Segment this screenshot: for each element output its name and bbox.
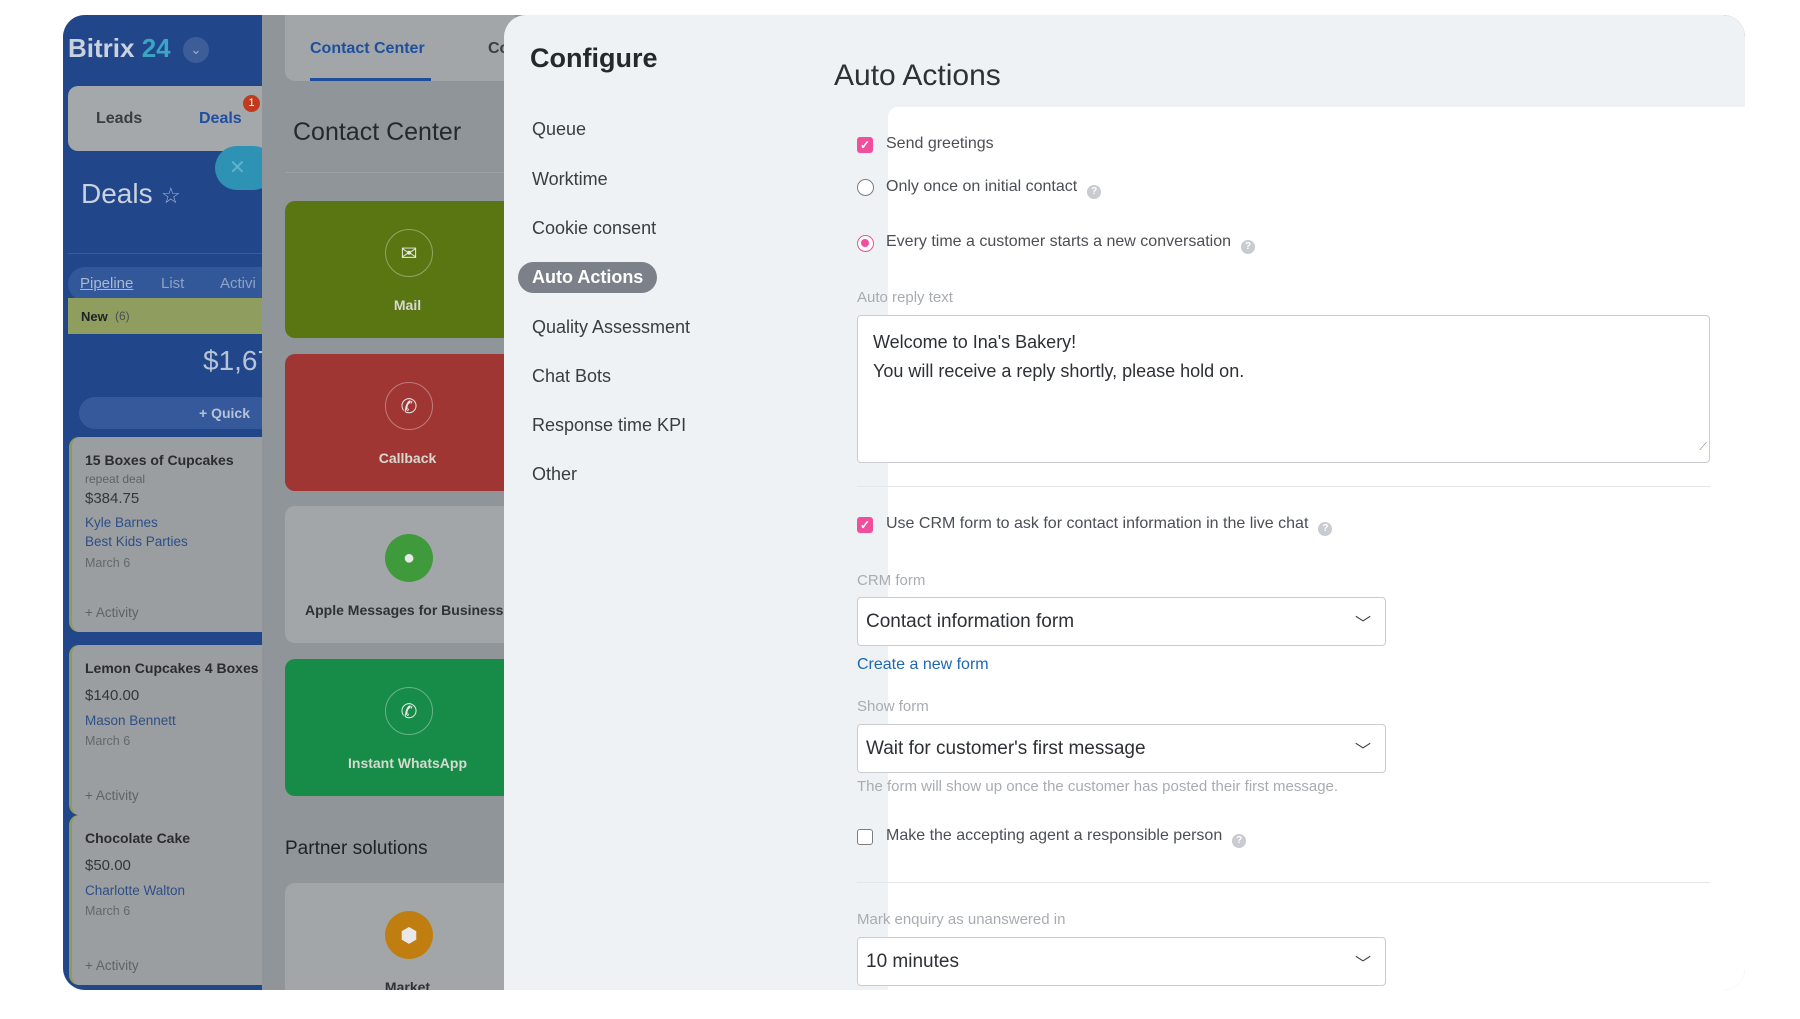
use-crm-form-checkbox[interactable]: ✓ (857, 517, 873, 533)
help-icon[interactable]: ? (1232, 834, 1247, 848)
view-list[interactable]: List (161, 275, 185, 292)
help-icon[interactable]: ? (1087, 185, 1102, 199)
resize-handle-icon[interactable]: ⟋ (1699, 441, 1707, 453)
chevron-down-icon[interactable]: ⌄ (183, 37, 209, 63)
configure-title: Configure (530, 43, 658, 73)
show-form-select[interactable]: Wait for customer's first message ﹀ (857, 724, 1386, 773)
show-form-label: Show form (857, 698, 929, 715)
send-greetings-label: Send greetings (886, 135, 994, 152)
view-activity[interactable]: Activi (220, 275, 256, 292)
view-switcher: Pipeline List Activi (68, 267, 263, 301)
tab-contact-center[interactable]: Contact Center (310, 40, 425, 57)
menu-cookie-consent[interactable]: Cookie consent (532, 218, 657, 238)
responsible-label: Make the accepting agent a responsible p… (886, 827, 1247, 848)
stage-header: New (6) (68, 298, 263, 334)
crm-sidebar: Bitrix 24 ⌄ Leads Deals 1 ✕ Deals ☆ Pipe… (63, 15, 275, 990)
use-crm-form-label: Use CRM form to ask for contact informat… (886, 515, 1333, 536)
settings-card (888, 107, 1745, 990)
unanswered-select[interactable]: 10 minutes ﹀ (857, 937, 1386, 986)
crm-form-select[interactable]: Contact information form ﹀ (857, 597, 1386, 646)
deal-card[interactable]: Chocolate Cake $50.00 Charlotte Walton M… (69, 815, 269, 985)
quick-add-button[interactable]: + Quick (79, 397, 263, 429)
company-link[interactable]: Best Kids Parties (85, 534, 188, 549)
help-icon[interactable]: ? (1318, 522, 1333, 536)
tile-apple-messages[interactable]: ● Apple Messages for Business (285, 506, 525, 643)
auto-actions-title: Auto Actions (834, 59, 1001, 92)
entity-tabs: Leads Deals 1 (68, 86, 263, 151)
stage-total: $1,67 (203, 345, 274, 376)
add-activity[interactable]: + Activity (85, 958, 139, 973)
contact-link[interactable]: Mason Bennett (85, 713, 176, 728)
deals-badge: 1 (243, 95, 260, 112)
configure-panel: Configure Queue Worktime Cookie consent … (504, 15, 1745, 990)
tab-other[interactable]: Co (488, 40, 510, 57)
phone-icon: ✆ (385, 382, 433, 430)
chevron-down-icon: ﹀ (1354, 743, 1371, 760)
star-icon[interactable]: ☆ (161, 183, 181, 208)
add-activity[interactable]: + Activity (85, 605, 139, 620)
help-icon[interactable]: ? (1241, 240, 1256, 254)
contact-link[interactable]: Kyle Barnes (85, 515, 158, 530)
view-pipeline[interactable]: Pipeline (80, 275, 134, 292)
menu-queue[interactable]: Queue (532, 119, 587, 139)
show-form-hint: The form will show up once the customer … (857, 778, 1339, 795)
radio-once-label: Only once on initial contact? (886, 178, 1102, 199)
tile-callback[interactable]: ✆ Callback (285, 354, 525, 491)
contact-center-panel: Contact Center Co Contact Center ✉ Mail ✆… (262, 15, 525, 990)
auto-reply-textarea[interactable]: Welcome to Ina's Bakery! You will receive… (857, 315, 1710, 463)
app-window: Bitrix 24 ⌄ Leads Deals 1 ✕ Deals ☆ Pipe… (63, 15, 1745, 990)
responsible-checkbox[interactable] (857, 829, 873, 845)
box-icon: ⬢ (385, 911, 433, 959)
top-tabs: Contact Center Co (285, 15, 515, 81)
page-title: Deals (81, 178, 153, 209)
brand-logo: Bitrix 24 (68, 33, 171, 63)
whatsapp-icon: ✆ (385, 687, 433, 735)
partner-title: Partner solutions (285, 838, 428, 859)
contact-link[interactable]: Charlotte Walton (85, 883, 186, 898)
chevron-down-icon: ﹀ (1354, 616, 1371, 633)
send-greetings-checkbox[interactable]: ✓ (857, 137, 873, 153)
chat-bubble-icon: ● (385, 534, 433, 582)
add-activity[interactable]: + Activity (85, 788, 139, 803)
menu-auto-actions[interactable]: Auto Actions (518, 262, 658, 293)
radio-once[interactable] (857, 179, 874, 196)
section-title: Contact Center (293, 118, 462, 146)
deal-card[interactable]: 15 Boxes of Cupcakes repeat deal $384.75… (69, 437, 269, 632)
menu-response-time-kpi[interactable]: Response time KPI (532, 415, 687, 435)
menu-quality-assessment[interactable]: Quality Assessment (532, 317, 691, 337)
auto-reply-label: Auto reply text (857, 289, 953, 306)
tab-deals[interactable]: Deals (199, 110, 242, 127)
tile-mail[interactable]: ✉ Mail (285, 201, 525, 338)
create-form-link[interactable]: Create a new form (857, 656, 989, 673)
radio-every[interactable] (857, 235, 874, 252)
unanswered-label: Mark enquiry as unanswered in (857, 911, 1066, 928)
deal-card[interactable]: Lemon Cupcakes 4 Boxes $140.00 Mason Ben… (69, 645, 269, 815)
menu-other[interactable]: Other (532, 464, 578, 484)
menu-worktime[interactable]: Worktime (532, 169, 608, 189)
mail-icon: ✉ (385, 229, 433, 277)
tab-leads[interactable]: Leads (96, 110, 143, 127)
radio-every-label: Every time a customer starts a new conve… (886, 233, 1256, 254)
menu-chat-bots[interactable]: Chat Bots (532, 366, 612, 386)
tile-whatsapp[interactable]: ✆ Instant WhatsApp (285, 659, 525, 796)
chevron-down-icon: ﹀ (1354, 956, 1371, 973)
crm-form-label: CRM form (857, 572, 926, 589)
tile-market[interactable]: ⬢ Market (285, 883, 525, 990)
